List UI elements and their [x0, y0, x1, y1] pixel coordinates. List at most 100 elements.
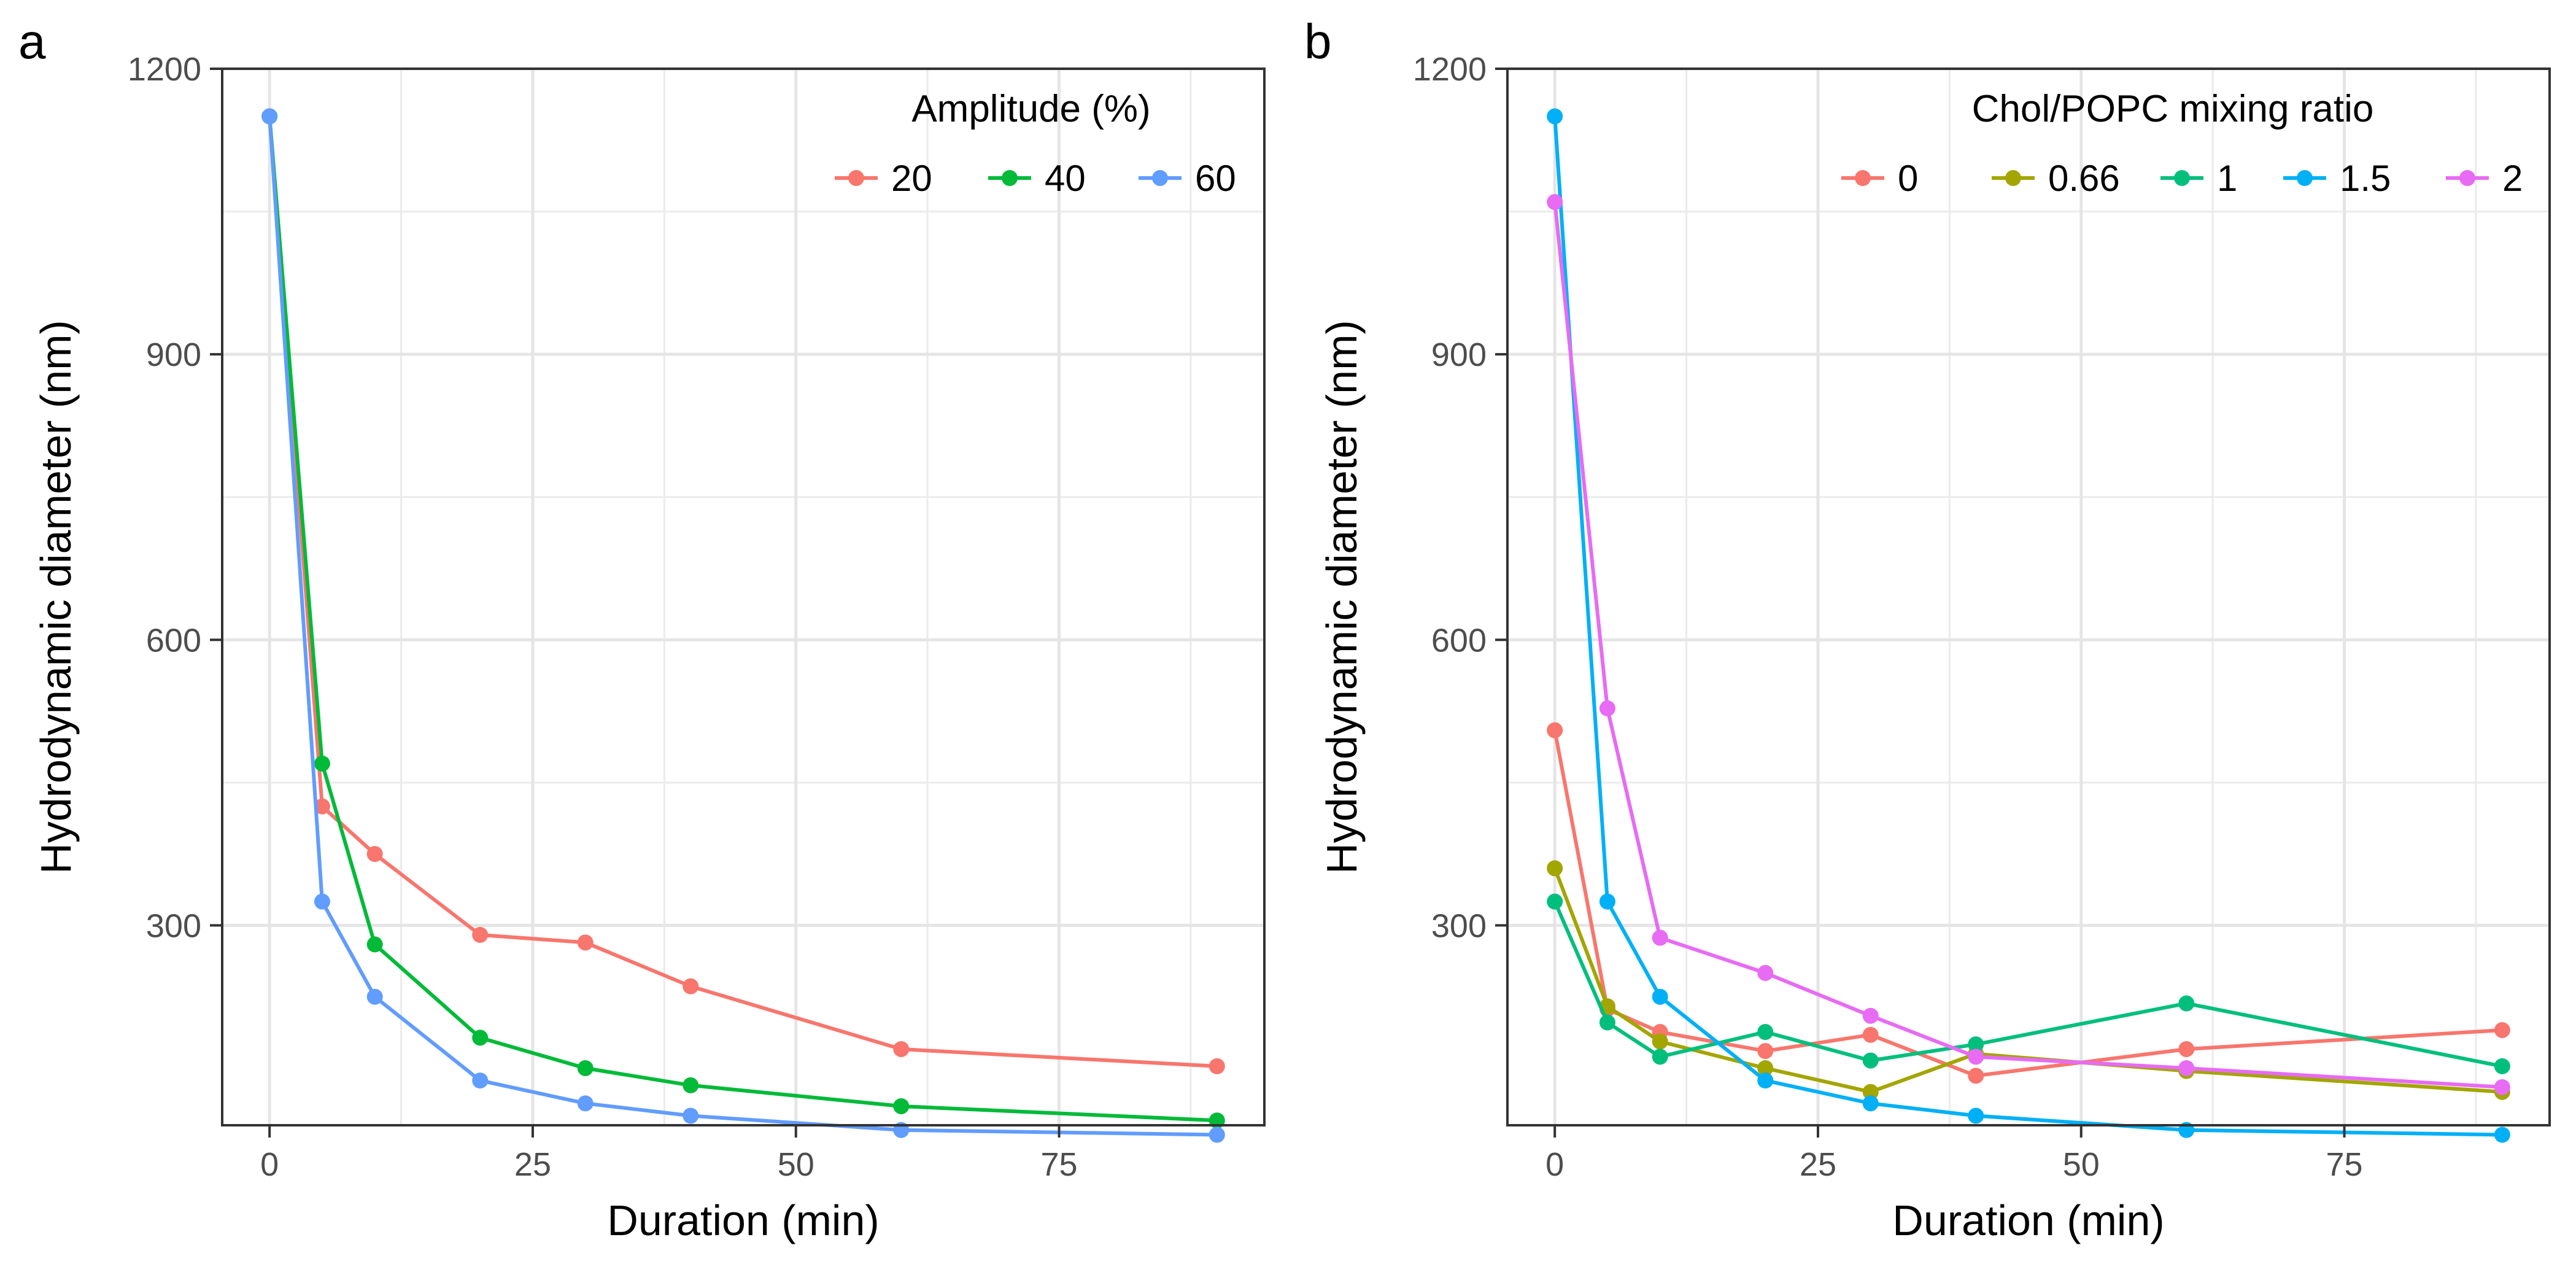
- data-point: [1862, 1007, 1879, 1024]
- data-point: [1599, 700, 1615, 716]
- x-tick-label: 50: [778, 1146, 814, 1183]
- data-point: [1652, 988, 1668, 1005]
- data-point: [2494, 1022, 2510, 1038]
- data-point: [1968, 1107, 1984, 1124]
- data-point: [472, 1029, 489, 1046]
- x-axis-title: Duration (min): [1892, 1196, 2164, 1244]
- y-tick-label: 300: [146, 907, 201, 944]
- data-point: [366, 846, 383, 863]
- y-tick-label: 600: [1431, 622, 1487, 659]
- x-tick-label: 0: [1545, 1146, 1564, 1183]
- x-tick-label: 75: [2326, 1146, 2363, 1183]
- data-point: [893, 1041, 910, 1057]
- panel-border: [221, 68, 1266, 1126]
- legend-key-point: [1002, 170, 1018, 186]
- data-point: [472, 926, 489, 943]
- data-point: [1968, 1068, 1984, 1084]
- data-point: [1862, 1084, 1879, 1100]
- plot-background: [1507, 69, 2550, 1125]
- y-axis-title: Hydrodynamic diameter (nm): [1318, 320, 1366, 874]
- panel-tag: a: [18, 14, 46, 69]
- legend-title: Amplitude (%): [911, 88, 1150, 130]
- data-point: [1862, 1026, 1879, 1043]
- data-point: [472, 1072, 489, 1089]
- x-tick-label: 25: [1800, 1146, 1836, 1183]
- data-point: [1209, 1058, 1225, 1074]
- y-tick-label: 900: [1431, 336, 1487, 373]
- x-tick-label: 0: [260, 1146, 279, 1183]
- data-point: [1652, 929, 1668, 946]
- data-point: [1547, 722, 1563, 739]
- data-point: [1599, 893, 1615, 910]
- data-point: [2494, 1126, 2510, 1143]
- legend-key-point: [1152, 170, 1168, 186]
- x-tick-label: 75: [1041, 1146, 1078, 1183]
- y-tick-label: 900: [146, 336, 201, 373]
- legend-label: 60: [1195, 158, 1236, 199]
- x-axis-title: Duration (min): [607, 1196, 879, 1244]
- x-tick-label: 25: [514, 1146, 551, 1183]
- y-tick-label: 600: [146, 622, 201, 659]
- data-point: [366, 988, 383, 1005]
- series-line-0.66: [1553, 867, 2502, 1094]
- data-point: [2178, 995, 2195, 1012]
- data-point: [1652, 1033, 1668, 1050]
- legend-label: 0: [1898, 158, 1918, 199]
- legend-label: 0.66: [2048, 158, 2120, 199]
- data-point: [1757, 1024, 1774, 1041]
- data-point: [2178, 1060, 2195, 1076]
- data-point: [577, 1060, 594, 1076]
- data-point: [1862, 1052, 1879, 1069]
- legend: Chol/POPC mixing ratio 0 0.66 1 1.5 2: [1841, 88, 2523, 199]
- legend-key-point: [2005, 170, 2021, 186]
- legend-label: 40: [1045, 158, 1086, 199]
- data-point: [314, 893, 330, 910]
- series-line-2: [1553, 201, 2502, 1089]
- data-point: [1968, 1036, 1984, 1053]
- data-point: [1757, 1060, 1774, 1076]
- data-point: [261, 108, 278, 125]
- data-point: [1757, 1043, 1774, 1060]
- legend-label: 2: [2502, 158, 2523, 199]
- series-line-1.5: [1553, 116, 2502, 1137]
- data-point: [2178, 1041, 2195, 1057]
- data-point: [1862, 1095, 1879, 1112]
- chart-panel-a: a 0 25 50 75 300 600 900 1200 Duration (min) Hydro…: [18, 14, 1266, 1244]
- data-point: [1209, 1126, 1225, 1143]
- panel-tag: b: [1304, 14, 1332, 69]
- y-tick-label: 1200: [1413, 51, 1487, 88]
- panel-border: [1506, 68, 2551, 1126]
- data-point: [1547, 194, 1563, 211]
- data-point: [314, 798, 330, 815]
- legend-key-point: [2297, 170, 2313, 186]
- x-tick-label: 50: [2063, 1146, 2100, 1183]
- legend-key-point: [2459, 170, 2475, 186]
- data-point: [366, 936, 383, 953]
- data-point: [2494, 1079, 2510, 1095]
- legend-title: Chol/POPC mixing ratio: [1972, 88, 2374, 130]
- legend-key-point: [1855, 170, 1871, 186]
- data-point: [577, 934, 594, 951]
- data-point: [1547, 893, 1563, 910]
- data-point: [683, 1077, 699, 1093]
- data-point: [1757, 1072, 1774, 1089]
- series-line-40: [268, 116, 1217, 1123]
- y-tick-label: 1200: [128, 51, 201, 88]
- series-line-60: [268, 116, 1217, 1137]
- data-point: [1599, 1014, 1615, 1031]
- data-point: [683, 978, 699, 995]
- data-point: [683, 1107, 699, 1124]
- legend-key-point: [2174, 170, 2190, 186]
- data-point: [1547, 860, 1563, 877]
- data-point: [314, 755, 330, 772]
- y-tick-label: 300: [1431, 907, 1487, 944]
- legend: Amplitude (%) 20 40 60: [835, 88, 1236, 199]
- legend-label: 20: [891, 158, 932, 199]
- data-point: [2494, 1058, 2510, 1074]
- legend-label: 1.5: [2340, 158, 2391, 199]
- plot-background: [222, 69, 1264, 1125]
- series-line-20: [268, 116, 1217, 1068]
- data-point: [577, 1095, 594, 1112]
- data-point: [1968, 1049, 1984, 1065]
